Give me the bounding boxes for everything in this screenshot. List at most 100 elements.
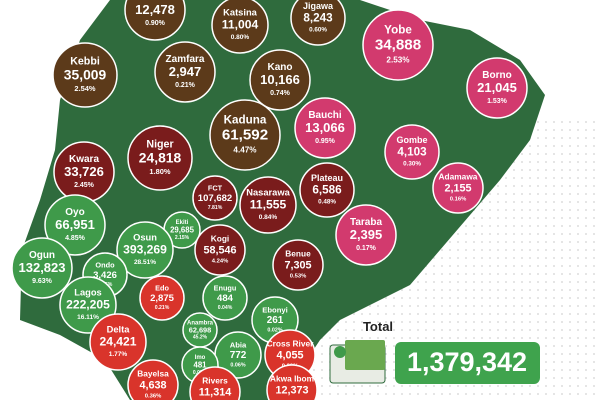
state-bubble	[89, 313, 147, 371]
state-name: Sokoto	[138, 0, 172, 3]
state-name: Plateau	[311, 173, 343, 183]
state-name: Osun	[133, 233, 157, 243]
state-share: 0.02%	[267, 328, 282, 334]
state-name: Kogi	[211, 234, 230, 244]
state-name: Oyo	[65, 207, 84, 218]
state-share: 0.53%	[290, 274, 307, 280]
state-bubble	[124, 0, 186, 41]
state-name: Kano	[268, 62, 293, 73]
state-share: 1.80%	[149, 167, 171, 176]
state-value: 7,305	[284, 259, 311, 271]
state-name: Zamfara	[166, 54, 205, 65]
state-value: 58,546	[203, 244, 236, 256]
state-name: Katsina	[223, 8, 258, 18]
state-value: 222,205	[66, 298, 110, 312]
state-value: 4,103	[397, 146, 427, 159]
state-name: Lagos	[74, 288, 101, 298]
state-share: 2.15%	[175, 235, 190, 241]
state-bubble	[209, 99, 281, 171]
state-value: 107,682	[198, 193, 232, 204]
state-bubble	[211, 0, 269, 54]
state-value: 24,818	[139, 149, 182, 165]
state-share: 2.53%	[386, 56, 410, 65]
state-value: 62,698	[189, 325, 212, 334]
state-bubble	[192, 175, 238, 221]
state-name: Nasarawa	[246, 188, 290, 198]
state-value: 12,478	[135, 2, 175, 17]
state-bubble	[294, 97, 356, 159]
state-name: Edo	[155, 284, 169, 293]
state-share: 1.77%	[109, 351, 128, 358]
state-name: Yobe	[384, 23, 412, 36]
state-name: Bauchi	[308, 110, 342, 121]
state-share: 0.06%	[230, 363, 245, 369]
state-bubble	[290, 0, 346, 46]
state-name: Ekiti	[176, 220, 189, 226]
state-name: Kwara	[69, 154, 99, 165]
state-bubble	[154, 41, 216, 103]
state-name: Anambra	[187, 320, 214, 326]
state-bubble	[44, 194, 106, 256]
state-name: Abia	[230, 340, 247, 349]
state-value: 2,155	[444, 182, 471, 194]
state-value: 4,055	[276, 349, 303, 361]
state-bubble	[466, 57, 528, 119]
total-box	[395, 342, 540, 384]
state-value: 10,166	[260, 72, 300, 87]
total-icon	[329, 340, 386, 384]
state-value: 481	[193, 360, 207, 369]
state-bubble	[139, 275, 185, 321]
state-value: 35,009	[64, 66, 107, 82]
state-share: 0.80%	[231, 34, 250, 41]
state-share: 0.48%	[318, 199, 336, 206]
state-value: 61,592	[222, 127, 268, 144]
state-value: 13,066	[305, 120, 345, 135]
state-name: FCT	[208, 184, 223, 193]
state-value: 8,243	[303, 12, 333, 25]
state-value: 11,004	[222, 18, 259, 32]
state-bubble	[299, 162, 355, 218]
state-name: Ondo	[95, 261, 115, 270]
state-name: Bayelsa	[137, 369, 169, 379]
state-name: Niger	[146, 138, 173, 150]
state-value: 21,045	[477, 80, 517, 95]
state-name: Borno	[482, 70, 511, 81]
state-bubble	[239, 176, 297, 234]
state-bubble	[11, 237, 73, 299]
state-share: 1.53%	[487, 98, 508, 105]
state-share: 4.85%	[65, 235, 86, 242]
state-share: 4.24%	[212, 259, 229, 265]
state-value: 12,373	[275, 384, 308, 396]
state-value: 772	[230, 350, 247, 361]
state-bubble	[362, 9, 434, 81]
state-bubble	[52, 42, 118, 108]
state-share: 0.74%	[270, 90, 291, 97]
state-bubble	[116, 221, 174, 279]
state-bubble	[189, 366, 241, 405]
state-share: 9.63%	[32, 278, 53, 285]
state-name: Adamawa	[439, 172, 478, 182]
state-value: 24,421	[99, 335, 136, 349]
state-name: Gombe	[396, 135, 427, 145]
state-name: Delta	[107, 325, 131, 335]
state-value: 11,555	[250, 198, 287, 212]
state-bubble	[127, 125, 193, 191]
total-value: 1,379,342	[407, 347, 527, 377]
state-share: 45.2%	[193, 335, 208, 341]
state-name: Rivers	[202, 376, 228, 386]
state-bubble	[384, 124, 440, 180]
state-bubble	[249, 49, 311, 111]
state-value: 34,888	[375, 37, 421, 54]
state-share: 28.51%	[134, 259, 156, 266]
state-value: 132,823	[19, 260, 66, 275]
state-share: 0.21%	[175, 82, 196, 89]
state-value: 261	[267, 315, 284, 326]
state-name: Enugu	[214, 284, 237, 293]
state-name: Ebonyi	[262, 305, 288, 314]
total-label: Total	[363, 319, 393, 334]
state-name: Jigawa	[303, 1, 334, 11]
state-value: 2,947	[169, 64, 202, 79]
state-share: 0.95%	[315, 138, 336, 145]
state-share: 0.84%	[259, 214, 278, 221]
